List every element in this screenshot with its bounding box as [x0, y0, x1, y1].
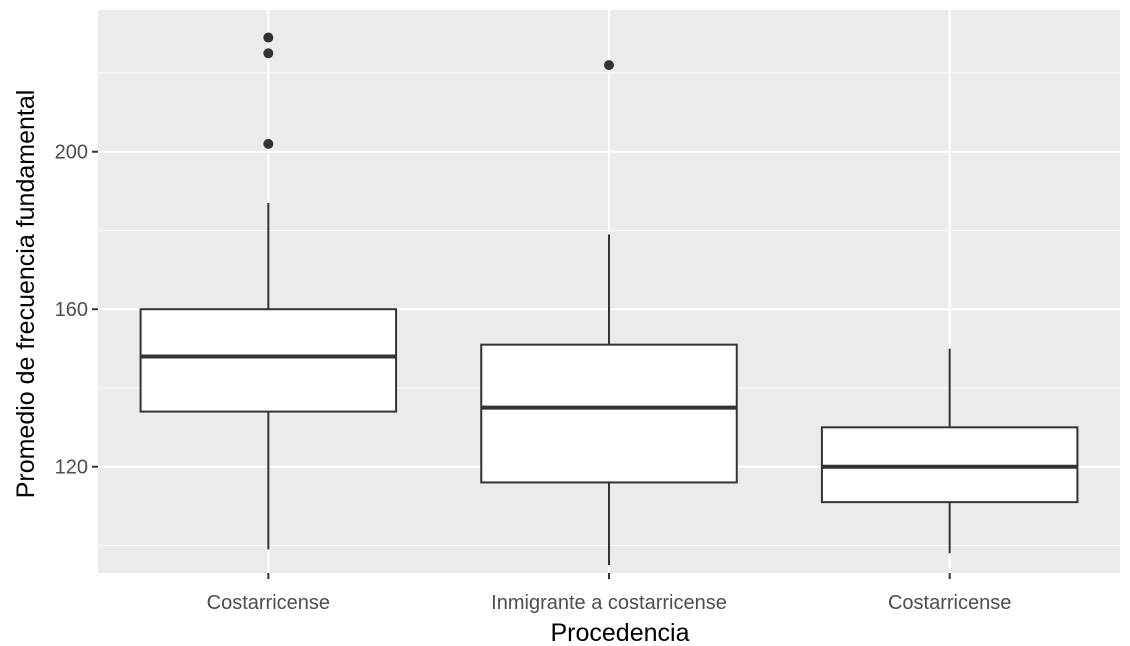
- y-axis-ticks: 120 160 200: [55, 142, 98, 479]
- x-tick-label: Costarricense: [888, 592, 1011, 614]
- box-iqr: [480, 343, 738, 484]
- outlier-point: [263, 32, 274, 43]
- outlier-point: [263, 48, 274, 59]
- x-axis-title: Procedencia: [551, 619, 690, 646]
- outlier-point: [604, 60, 614, 71]
- x-axis-ticks: Costarricense Inmigrante a costarricense C…: [207, 573, 1011, 614]
- x-tick-label: Costarricense: [207, 592, 330, 614]
- y-axis-title: Promedio de frecuencia fundamental: [12, 90, 40, 499]
- outlier-point: [263, 138, 274, 149]
- y-tick-label: 160: [55, 299, 88, 321]
- box-group: [139, 32, 398, 550]
- box-group: [820, 348, 1079, 554]
- box-iqr: [139, 308, 398, 413]
- y-tick-label: 120: [55, 457, 88, 479]
- boxes-layer: [139, 32, 1079, 566]
- x-tick-label: Inmigrante a costarricense: [491, 592, 727, 614]
- y-tick-label: 200: [55, 142, 88, 164]
- box-group: [480, 60, 738, 566]
